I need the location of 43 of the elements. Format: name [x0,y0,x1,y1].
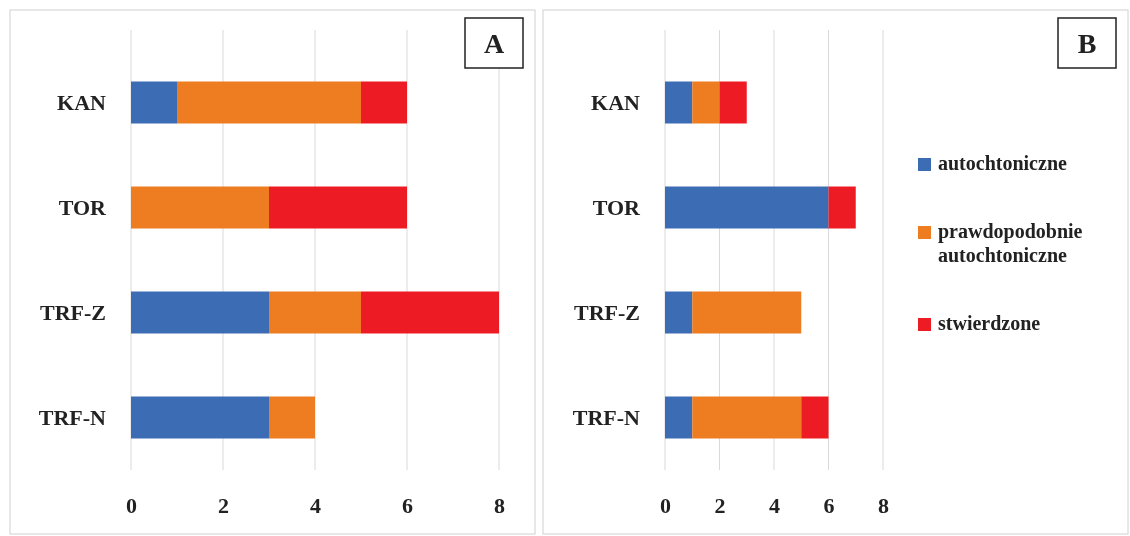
bar [131,396,269,439]
x-tick-label: 4 [769,492,780,518]
legend-label: stwierdzone [938,312,1041,334]
bar [131,81,177,124]
bar [131,291,269,334]
y-tick-label: TRF-Z [40,299,106,325]
annotation: A [483,28,505,59]
bar [361,81,407,124]
bar [828,186,856,229]
y-tick-label: KAN [591,89,641,115]
x-tick-label: 2 [218,492,229,518]
y-tick-label: TOR [58,194,108,220]
x-tick-label: 6 [823,492,835,518]
bar [269,291,361,334]
bar [665,81,693,124]
bar [692,396,802,439]
bar [665,291,693,334]
bar [361,291,499,334]
bar [269,396,315,439]
x-tick-label: 4 [310,492,321,518]
y-tick-label: TRF-N [572,404,641,430]
x-tick-label: 8 [878,492,889,518]
x-tick-label: 6 [402,492,413,518]
y-tick-label: KAN [57,89,107,115]
legend-label: autochtoniczne [938,152,1067,174]
y-tick-label: TOR [592,194,642,220]
x-tick-label: 0 [126,492,137,518]
x-tick-label: 8 [494,492,505,518]
y-tick-label: TRF-Z [574,299,640,325]
bar [692,81,720,124]
y-tick-label: TRF-N [38,404,107,430]
x-tick-label: 2 [714,492,726,518]
legend-label: prawdopodobnie autochtoniczne [938,220,1083,266]
bar [719,81,747,124]
bar [801,396,829,439]
bar [665,186,829,229]
bar [177,81,361,124]
bar [131,186,269,229]
x-tick-label: 0 [660,492,671,518]
text: B [1077,28,1097,59]
bar [692,291,802,334]
bar [269,186,407,229]
bar [665,396,693,439]
